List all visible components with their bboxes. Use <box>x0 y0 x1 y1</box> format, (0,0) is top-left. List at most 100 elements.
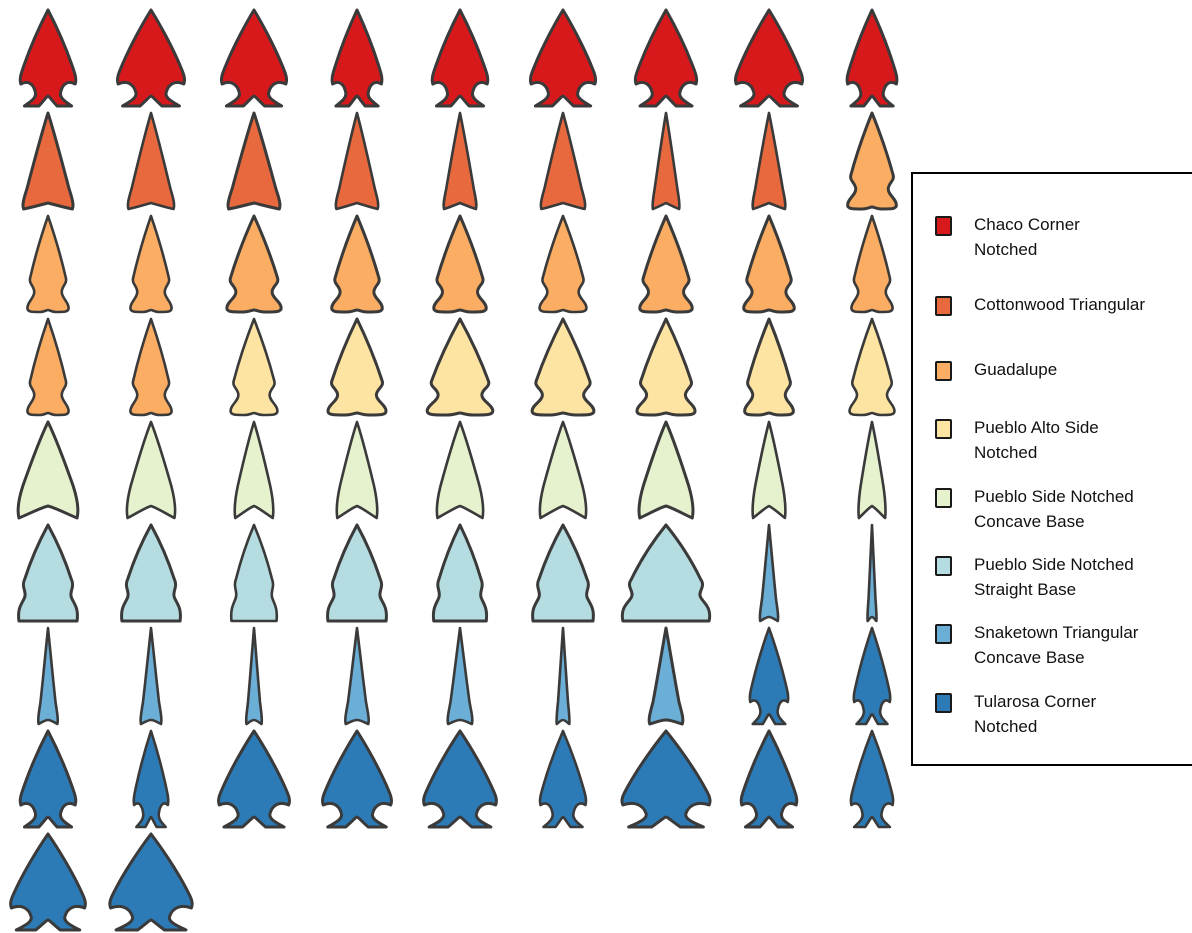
point-outline <box>332 10 382 106</box>
point-pueblo-side-notched-concave-base <box>536 419 590 521</box>
point-outline <box>848 113 897 209</box>
point-pueblo-alto-side-notched <box>740 316 798 418</box>
legend-swatch <box>935 624 952 644</box>
point-guadalupe <box>535 213 591 315</box>
legend-label-line: Notched <box>974 717 1038 736</box>
point-outline <box>332 216 383 312</box>
point-outline <box>328 525 387 621</box>
point-outline <box>640 216 693 312</box>
point-outline <box>444 113 477 209</box>
point-snaketown-triangular-concave-base <box>336 625 378 727</box>
legend-item-tularosa-corner-notched: Tularosa Corner Notched <box>935 689 1189 739</box>
point-pueblo-side-notched-concave-base <box>14 419 82 521</box>
point-guadalupe <box>126 213 176 315</box>
point-outline <box>433 525 486 621</box>
point-outline <box>128 113 174 209</box>
point-tularosa-corner-notched <box>6 831 90 933</box>
legend-swatch <box>935 361 952 381</box>
point-pueblo-side-notched-straight-base <box>117 522 185 624</box>
legend-label-line: Pueblo Side Notched <box>974 487 1134 506</box>
point-tularosa-corner-notched <box>214 728 294 830</box>
point-pueblo-side-notched-concave-base <box>749 419 789 521</box>
point-tularosa-corner-notched <box>130 728 172 830</box>
legend-label-line: Notched <box>974 240 1038 259</box>
legend-label: Cottonwood Triangular <box>974 292 1189 317</box>
point-outline <box>851 216 892 312</box>
point-tularosa-corner-notched <box>746 625 792 727</box>
point-guadalupe <box>23 316 73 418</box>
legend-label-line: Notched <box>974 443 1038 462</box>
legend-label: Guadalupe <box>974 357 1189 382</box>
point-cottonwood-triangular <box>649 110 683 212</box>
legend-item-pueblo-side-notched-concave-base: Pueblo Side Notched Concave Base <box>935 484 1189 534</box>
point-snaketown-triangular-concave-base <box>862 522 882 624</box>
point-outline <box>130 319 171 415</box>
legend-label: Pueblo Side Notched Concave Base <box>974 484 1189 534</box>
point-snaketown-triangular-concave-base <box>239 625 269 727</box>
point-pueblo-alto-side-notched <box>527 316 599 418</box>
point-tularosa-corner-notched <box>847 728 897 830</box>
point-outline <box>11 834 86 930</box>
point-cottonwood-triangular <box>440 110 480 212</box>
point-tularosa-corner-notched <box>16 728 80 830</box>
point-chaco-corner-notched <box>731 7 807 109</box>
point-pueblo-alto-side-notched <box>632 316 700 418</box>
legend-swatch <box>935 693 952 713</box>
point-outline <box>530 10 595 106</box>
point-outline <box>753 113 786 209</box>
point-outline <box>850 319 895 415</box>
legend-item-pueblo-alto-side-notched: Pueblo Alto Side Notched <box>935 415 1189 465</box>
point-pueblo-alto-side-notched <box>422 316 498 418</box>
point-outline <box>622 525 709 621</box>
point-pueblo-side-notched-concave-base <box>433 419 487 521</box>
point-outline <box>228 113 280 209</box>
point-tularosa-corner-notched <box>318 728 396 830</box>
point-outline <box>117 10 184 106</box>
point-outline <box>448 628 473 724</box>
point-pueblo-side-notched-concave-base <box>231 419 277 521</box>
point-pueblo-side-notched-concave-base <box>333 419 381 521</box>
point-tularosa-corner-notched <box>105 831 197 933</box>
point-outline <box>851 731 893 827</box>
point-tularosa-corner-notched <box>737 728 801 830</box>
legend-item-guadalupe: Guadalupe <box>935 357 1189 382</box>
point-cottonwood-triangular <box>749 110 789 212</box>
point-outline <box>141 628 162 724</box>
point-outline <box>328 319 386 415</box>
point-outline <box>540 216 587 312</box>
point-outline <box>432 10 488 106</box>
point-outline <box>760 525 778 621</box>
point-outline <box>424 731 497 827</box>
point-outline <box>19 525 78 621</box>
point-outline <box>745 319 794 415</box>
point-outline <box>20 10 76 106</box>
point-outline <box>235 422 273 518</box>
point-pueblo-side-notched-straight-base <box>429 522 491 624</box>
legend-label-line: Pueblo Alto Side <box>974 418 1099 437</box>
legend-swatch <box>935 488 952 508</box>
point-chaco-corner-notched <box>843 7 901 109</box>
point-guadalupe <box>635 213 697 315</box>
point-snaketown-triangular-concave-base <box>637 625 695 727</box>
point-outline <box>227 216 281 312</box>
point-cottonwood-triangular <box>19 110 77 212</box>
point-outline <box>18 422 78 518</box>
point-outline <box>323 731 392 827</box>
legend-label: Tularosa Corner Notched <box>974 689 1189 739</box>
point-outline <box>345 628 368 724</box>
point-guadalupe <box>429 213 491 315</box>
point-cottonwood-triangular <box>537 110 589 212</box>
point-outline <box>134 731 168 827</box>
point-outline <box>541 113 585 209</box>
legend-label: Pueblo Side Notched Straight Base <box>974 552 1189 602</box>
point-outline <box>122 525 181 621</box>
point-outline <box>753 422 786 518</box>
point-outline <box>130 216 171 312</box>
point-cottonwood-triangular <box>332 110 382 212</box>
point-pueblo-side-notched-concave-base <box>123 419 179 521</box>
point-outline <box>533 525 594 621</box>
legend-label-line: Pueblo Side Notched <box>974 555 1134 574</box>
legend-label-line: Chaco Corner <box>974 215 1080 234</box>
legend-swatch <box>935 216 952 236</box>
point-outline <box>741 731 797 827</box>
